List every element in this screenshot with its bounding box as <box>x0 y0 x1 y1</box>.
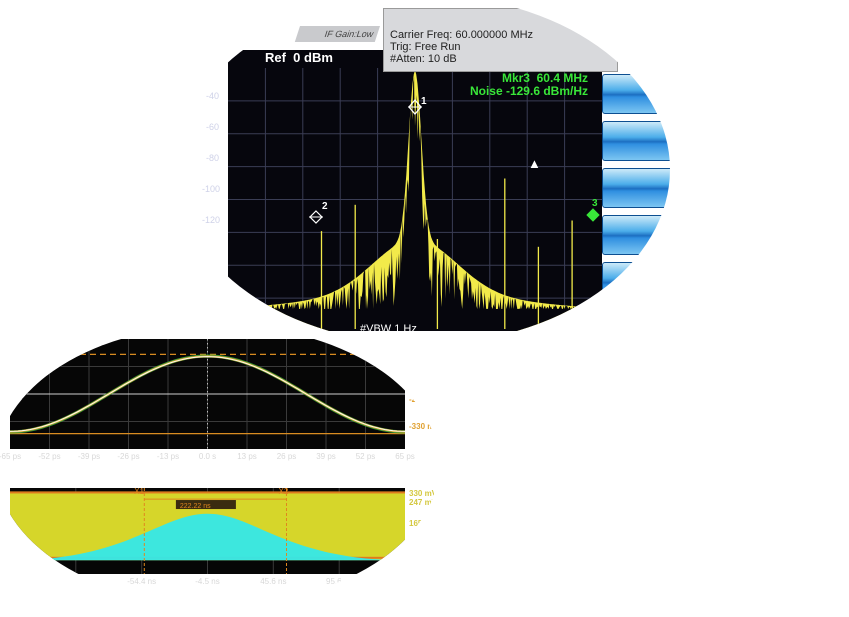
svg-text:222.22 ns: 222.22 ns <box>180 503 211 510</box>
svg-text:X1: X1 <box>134 488 144 496</box>
svg-text:X2: X2 <box>279 488 289 496</box>
